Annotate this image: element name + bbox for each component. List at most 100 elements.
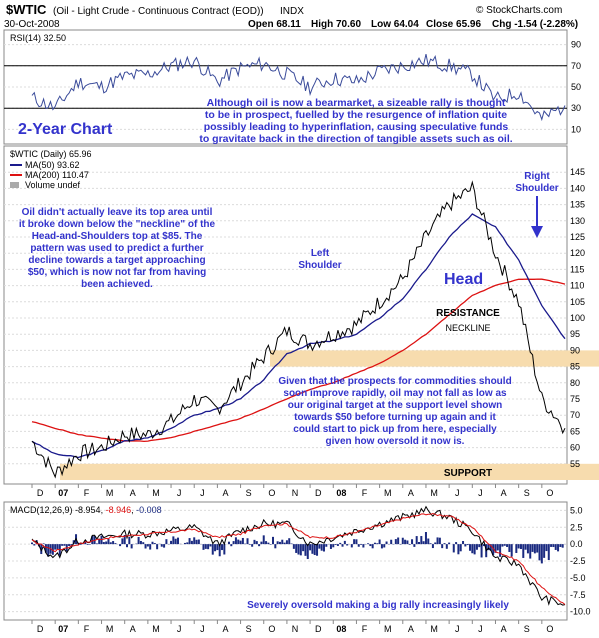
macd-hist-bar-90 <box>239 540 242 545</box>
macd-hist-bar-136 <box>346 544 349 546</box>
price-tick-145: 145 <box>570 167 585 177</box>
macd-hist-bar-81 <box>218 544 221 557</box>
change-value: Chg -1.54 (-2.28%) <box>492 19 578 30</box>
macd-hist-bar-63 <box>176 537 179 545</box>
macd-hist-bar-216 <box>531 544 534 552</box>
macd-hist-bar-133 <box>339 542 342 545</box>
symbol: $WTIC <box>6 2 47 17</box>
macd-hist-bar-109 <box>283 542 286 545</box>
price-tick-135: 135 <box>570 200 585 210</box>
x-axis-2-label-18: J <box>455 624 460 634</box>
macd-hist-bar-176 <box>438 537 441 545</box>
left-note-line-7: been achieved. <box>81 279 153 290</box>
macd-hist-bar-143 <box>362 544 365 548</box>
macd-hist-bar-135 <box>343 540 346 545</box>
macd-hist-bar-38 <box>119 544 122 547</box>
macd-hist-bar-183 <box>455 542 458 545</box>
macd-hist-bar-222 <box>545 544 548 552</box>
macd-hist-bar-93 <box>246 538 249 545</box>
macd-hist-bar-113 <box>292 544 295 549</box>
macd-hist-bar-228 <box>559 544 562 547</box>
macd-hist-bar-193 <box>478 544 481 548</box>
macd-tick-1: 2.5 <box>570 522 583 532</box>
macd-hist-bar-194 <box>480 544 483 558</box>
price-tick-65: 65 <box>570 426 580 436</box>
x-axis-bottom: D 07 F M A M J J A S O N D 08 F M A M J J A S O <box>31 620 553 634</box>
exchange: INDX <box>280 6 304 17</box>
macd-hist-bar-78 <box>211 544 214 555</box>
macd-hist-bar-5 <box>42 543 45 545</box>
macd-hist-bar-69 <box>190 540 193 545</box>
price-grid <box>4 171 567 465</box>
macd-hist-bar-163 <box>408 544 411 545</box>
macd-hist-bar-111 <box>288 538 291 545</box>
macd-hist-bar-169 <box>422 541 425 545</box>
macd-tick-4: -5.0 <box>570 573 586 583</box>
macd-hist-bar-153 <box>385 541 388 545</box>
macd-hist-bar-51 <box>149 544 152 550</box>
macd-hist-bar-46 <box>137 536 140 545</box>
macd-hist-bar-121 <box>311 544 314 554</box>
x-axis-1-label-20: A <box>501 488 507 498</box>
price-tick-100: 100 <box>570 313 585 323</box>
macd-hist-bar-225 <box>552 544 555 548</box>
macd-hist-bar-147 <box>371 544 374 549</box>
macd-hist-bar-88 <box>234 537 237 545</box>
macd-hist-bar-74 <box>202 544 205 550</box>
macd-hist-bar-191 <box>473 544 476 555</box>
two-year-label: 2-Year Chart <box>18 121 113 138</box>
macd-hist-bar-148 <box>373 542 376 545</box>
x-axis-2-label-13: 08 <box>336 624 346 634</box>
macd-hist-bar-204 <box>503 544 506 546</box>
price-tick-55: 55 <box>570 459 580 469</box>
macd-hist-bar-62 <box>174 538 177 545</box>
macd-hist-bar-165 <box>413 544 416 547</box>
macd-signal-line <box>31 512 566 605</box>
macd-note: Severely oversold making a big rally inc… <box>247 600 509 611</box>
macd-hist-bar-168 <box>420 536 423 545</box>
x-axis-1-label-16: A <box>408 488 414 498</box>
macd-hist-bar-54 <box>156 544 159 550</box>
macd-tick-3: -2.5 <box>570 556 586 566</box>
x-axis-2-label-17: M <box>430 624 438 634</box>
rsi-note-line-4: to gravitate back in the direction of ta… <box>199 133 512 145</box>
price-tick-130: 130 <box>570 216 585 226</box>
price-tick-120: 120 <box>570 248 585 258</box>
macd-hist-bar-83 <box>223 544 226 555</box>
lower-note-line-4: towards $50 before turning up again and … <box>294 412 496 423</box>
macd-hist-bar-227 <box>557 544 560 552</box>
right-shoulder-arrowhead <box>531 226 543 238</box>
macd-hist-bar-175 <box>436 537 439 545</box>
brand: © StockCharts.com <box>476 5 562 16</box>
rsi-tick-50: 50 <box>571 82 581 92</box>
macd-hist-bar-66 <box>183 542 186 545</box>
high-value: High 70.60 <box>311 19 361 30</box>
date-label: 30-Oct-2008 <box>4 19 60 30</box>
macd-hist-bar-41 <box>126 544 129 548</box>
macd-hist-bar-202 <box>499 544 502 557</box>
macd-hist-bar-220 <box>540 544 543 564</box>
description: (Oil - Light Crude - Continuous Contract… <box>53 6 264 17</box>
macd-hist-bar-178 <box>443 543 446 545</box>
macd-hist-bar-221 <box>543 544 546 558</box>
price-tick-95: 95 <box>570 329 580 339</box>
macd-hist-bar-28 <box>95 543 98 545</box>
macd-hist-bar-107 <box>278 541 281 545</box>
macd-hist-bar-213 <box>524 544 527 550</box>
macd-hist-bar-72 <box>197 539 200 545</box>
x-axis-2-label-4: A <box>130 624 136 634</box>
macd-hist-bar-87 <box>232 541 235 545</box>
macd-hist-bar-190 <box>471 544 474 554</box>
x-axis-2-label-5: M <box>152 624 160 634</box>
x-axis-1-label-9: S <box>246 488 252 498</box>
macd-hist-bar-209 <box>515 544 518 553</box>
macd-hist-bar-61 <box>172 536 175 545</box>
macd-tick-5: -7.5 <box>570 590 586 600</box>
macd-hist-bar-117 <box>302 544 305 552</box>
rsi-tick-90: 90 <box>571 40 581 50</box>
macd-hist-bar-158 <box>397 537 400 545</box>
macd-ticks: 5.0 2.5 0.0 -2.5 -5.0 -7.5 -10.0 <box>570 505 591 616</box>
x-axis-1-label-11: N <box>292 488 299 498</box>
macd-hist-bar-68 <box>188 538 191 545</box>
macd-hist-bar-110 <box>285 540 288 545</box>
